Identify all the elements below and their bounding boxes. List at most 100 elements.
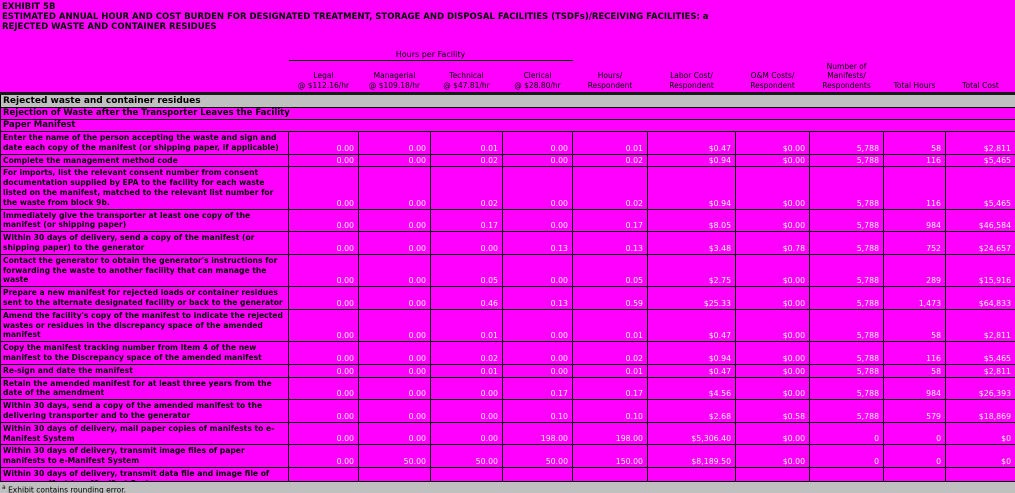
footnote-bar: a Exhibit contains rounding error. bbox=[0, 481, 1015, 493]
section-rejection-after-transporter-label: Rejection of Waste after the Transporter… bbox=[0, 107, 1015, 120]
header-label-row: Legal @ $112.16/hr Managerial @ $109.18/h… bbox=[0, 60, 1015, 95]
row-8-value-10: $2,811 bbox=[945, 308, 1015, 343]
row-7-value-3: 0.46 bbox=[430, 286, 503, 310]
table-row: Within 30 days of delivery, send a copy … bbox=[0, 231, 1015, 255]
row-6-value-4: 0.00 bbox=[501, 253, 574, 288]
burden-table: Hours per Facility Legal @ $112.16/hr Mana… bbox=[0, 50, 1015, 493]
row-13-value-10: $0 bbox=[945, 421, 1015, 446]
exhibit-subtitle-line: REJECTED WASTE AND CONTAINER RESIDUES bbox=[2, 22, 217, 32]
row-8-value-9: 58 bbox=[883, 308, 947, 343]
row-11-value-7: $0.00 bbox=[735, 376, 811, 401]
row-5-value-3: 0.00 bbox=[430, 231, 503, 255]
row-7-value-8: 5,788 bbox=[809, 286, 885, 310]
row-2-value-9: 116 bbox=[883, 153, 947, 168]
row-14-value-3: 50.00 bbox=[430, 444, 503, 468]
row-10-value-9: 58 bbox=[883, 363, 947, 378]
row-2-value-10: $5,465 bbox=[945, 153, 1015, 168]
column-header-6: Labor Cost/ Respondent bbox=[647, 60, 736, 95]
row-1-value-6: $0.47 bbox=[647, 131, 737, 155]
row-12-value-10: $18,869 bbox=[945, 399, 1015, 423]
row-5-description: Within 30 days of delivery, send a copy … bbox=[0, 231, 289, 255]
row-2-value-2: 0.00 bbox=[358, 153, 431, 168]
row-9-value-5: 0.02 bbox=[572, 341, 649, 365]
row-2-value-1: 0.00 bbox=[288, 153, 359, 168]
row-14-value-7: $0.00 bbox=[735, 444, 811, 468]
row-6-value-8: 5,788 bbox=[809, 253, 885, 288]
row-14-value-10: $0 bbox=[945, 444, 1015, 468]
row-5-value-6: $3.48 bbox=[647, 231, 737, 255]
row-12-value-5: 0.10 bbox=[572, 399, 649, 423]
row-3-value-2: 0.00 bbox=[358, 166, 431, 210]
row-11-value-10: $26,393 bbox=[945, 376, 1015, 401]
row-13-value-3: 0.00 bbox=[430, 421, 503, 446]
table-row: Complete the management method code 0.00 0… bbox=[0, 153, 1015, 168]
column-header-8: Number of Manifests/ Respondents bbox=[809, 60, 884, 95]
row-4-value-10: $46,584 bbox=[945, 208, 1015, 233]
row-3-value-3: 0.02 bbox=[430, 166, 503, 210]
row-1-value-3: 0.01 bbox=[430, 131, 503, 155]
row-7-description: Prepare a new manifest for rejected load… bbox=[0, 286, 289, 310]
row-8-value-5: 0.01 bbox=[572, 308, 649, 343]
row-10-value-7: $0.00 bbox=[735, 363, 811, 378]
row-10-value-8: 5,788 bbox=[809, 363, 885, 378]
row-3-description: For imports, list the relevant consent n… bbox=[0, 166, 289, 210]
row-13-value-9: 0 bbox=[883, 421, 947, 446]
header-spacer bbox=[573, 50, 648, 61]
row-2-value-4: 0.00 bbox=[501, 153, 574, 168]
table-row: Re-sign and date the manifest 0.00 0.00 0.0… bbox=[0, 363, 1015, 378]
row-1-value-4: 0.00 bbox=[501, 131, 574, 155]
row-1-value-5: 0.01 bbox=[572, 131, 649, 155]
row-7-value-4: 0.13 bbox=[501, 286, 574, 310]
table-row: Within 30 days, send a copy of the amend… bbox=[0, 399, 1015, 423]
row-4-value-9: 984 bbox=[883, 208, 947, 233]
row-11-value-8: 5,788 bbox=[809, 376, 885, 401]
row-8-value-8: 5,788 bbox=[809, 308, 885, 343]
header-spacer bbox=[810, 50, 884, 61]
row-9-value-2: 0.00 bbox=[358, 341, 431, 365]
row-9-value-9: 116 bbox=[883, 341, 947, 365]
row-8-value-4: 0.00 bbox=[501, 308, 574, 343]
row-8-value-3: 0.01 bbox=[430, 308, 503, 343]
column-header-0 bbox=[0, 60, 289, 95]
row-2-description: Complete the management method code bbox=[0, 153, 289, 168]
row-12-value-4: 0.10 bbox=[501, 399, 574, 423]
row-7-value-7: $0.00 bbox=[735, 286, 811, 310]
row-7-value-6: $25.33 bbox=[647, 286, 737, 310]
row-4-value-4: 0.00 bbox=[501, 208, 574, 233]
table-row: Amend the facility's copy of the manifes… bbox=[0, 308, 1015, 343]
row-1-value-2: 0.00 bbox=[358, 131, 431, 155]
row-11-value-2: 0.00 bbox=[358, 376, 431, 401]
row-11-value-4: 0.17 bbox=[501, 376, 574, 401]
row-6-value-9: 289 bbox=[883, 253, 947, 288]
table-row: Enter the name of the person accepting t… bbox=[0, 131, 1015, 155]
row-8-description: Amend the facility's copy of the manifes… bbox=[0, 308, 289, 343]
row-12-value-9: 579 bbox=[883, 399, 947, 423]
section-rejected-waste: Rejected waste and container residues bbox=[0, 93, 1015, 108]
row-1-value-7: $0.00 bbox=[735, 131, 811, 155]
row-6-value-2: 0.00 bbox=[358, 253, 431, 288]
row-2-value-8: 5,788 bbox=[809, 153, 885, 168]
row-2-value-7: $0.00 bbox=[735, 153, 811, 168]
row-14-value-2: 50.00 bbox=[358, 444, 431, 468]
column-header-1: Legal @ $112.16/hr bbox=[288, 60, 359, 95]
row-9-value-4: 0.00 bbox=[501, 341, 574, 365]
section-paper-manifest-label: Paper Manifest bbox=[0, 119, 1015, 132]
header-spacer bbox=[648, 50, 736, 61]
header-spacer bbox=[946, 50, 1015, 61]
row-4-value-2: 0.00 bbox=[358, 208, 431, 233]
row-10-value-3: 0.01 bbox=[430, 363, 503, 378]
section-rejected-waste-label: Rejected waste and container residues bbox=[0, 93, 1015, 108]
footnote-text: Exhibit contains rounding error. bbox=[5, 485, 126, 493]
row-3-value-5: 0.02 bbox=[572, 166, 649, 210]
row-14-value-9: 0 bbox=[883, 444, 947, 468]
table-row: Retain the amended manifest for at least… bbox=[0, 376, 1015, 401]
row-6-value-3: 0.05 bbox=[430, 253, 503, 288]
row-10-value-10: $2,811 bbox=[945, 363, 1015, 378]
row-7-value-2: 0.00 bbox=[358, 286, 431, 310]
row-14-value-5: 150.00 bbox=[572, 444, 649, 468]
row-7-value-9: 1,473 bbox=[883, 286, 947, 310]
row-4-value-7: $0.00 bbox=[735, 208, 811, 233]
row-8-value-2: 0.00 bbox=[358, 308, 431, 343]
row-6-value-1: 0.00 bbox=[288, 253, 359, 288]
